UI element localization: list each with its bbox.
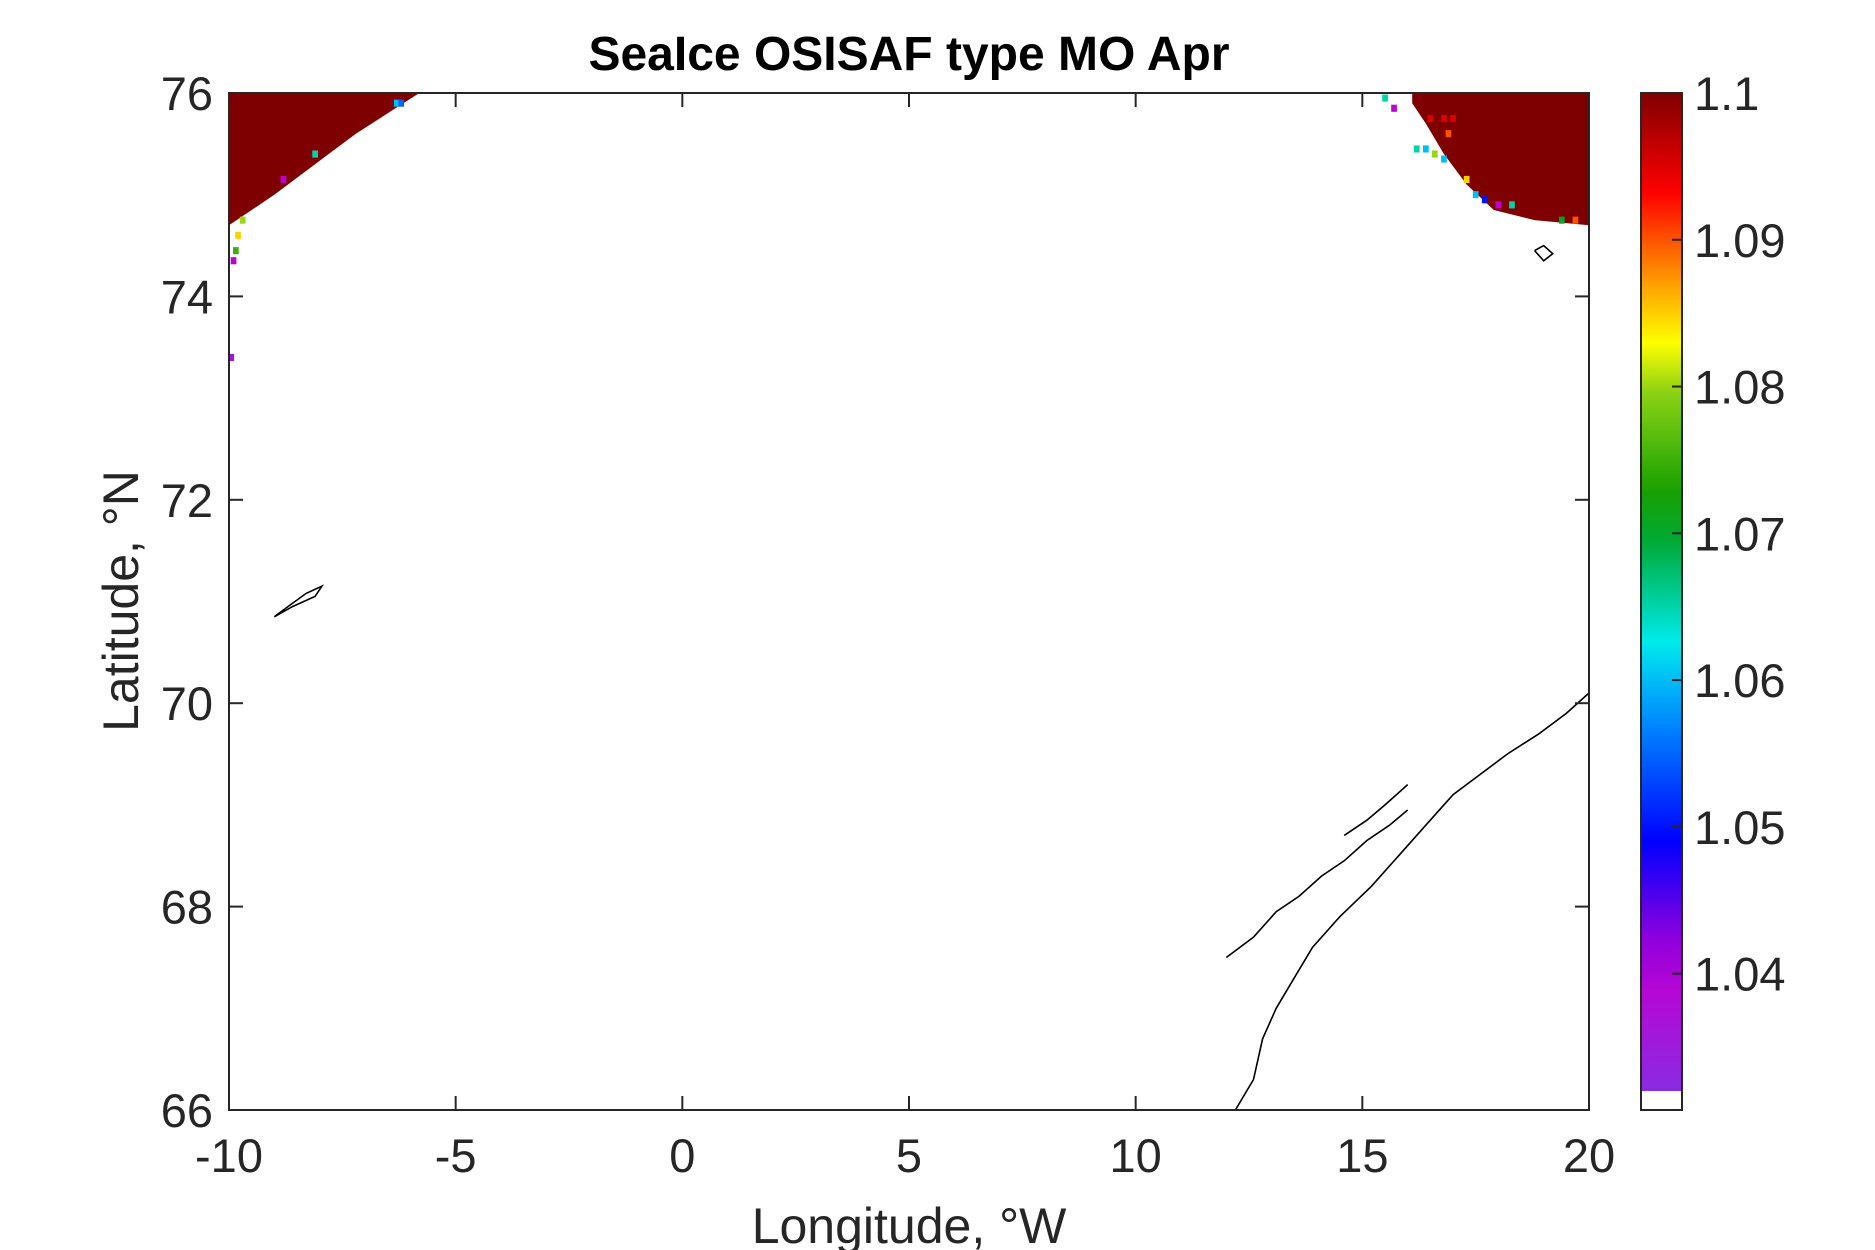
y-tick-label: 76 <box>161 67 213 120</box>
ice-cell <box>1413 145 1420 153</box>
y-tick-label: 66 <box>161 1084 213 1137</box>
ice-cell <box>1382 94 1388 102</box>
x-tick-label: 10 <box>1110 1129 1162 1182</box>
x-tick-label: 15 <box>1336 1129 1388 1182</box>
plot-area <box>229 93 1589 1110</box>
ice-region-1 <box>229 93 420 226</box>
colorbar-tick-label: 1.1 <box>1694 67 1759 120</box>
coastline-path <box>1234 692 1589 1110</box>
colorbar-tick-label: 1.05 <box>1694 801 1785 854</box>
y-axis-label: Latitude, °N <box>93 470 149 732</box>
colorbar-tick-label: 1.06 <box>1694 654 1785 707</box>
ice-cell <box>1559 216 1565 224</box>
y-axis-ticks: 66 68 70 72 74 76 <box>161 67 1589 1137</box>
ice-cell <box>235 231 241 239</box>
colorbar-ticks: 1.04 1.05 1.06 1.07 1.08 1.09 1.1 <box>1672 67 1785 1001</box>
x-axis-ticks: -10 -5 0 5 10 15 20 <box>195 93 1615 1182</box>
chart-title: SeaIce OSISAF type MO Apr <box>588 28 1229 81</box>
ice-cell <box>1481 196 1488 204</box>
ice-cell <box>229 353 235 361</box>
ice-cell <box>233 247 239 255</box>
coastline-path <box>1534 244 1554 262</box>
x-tick-label: -5 <box>435 1129 477 1182</box>
ice-cell <box>1450 114 1456 122</box>
ice-cell <box>280 175 287 183</box>
y-tick-label: 74 <box>161 270 213 323</box>
ice-cell <box>1441 155 1447 163</box>
colorbar-tick-label: 1.07 <box>1694 507 1785 560</box>
x-tick-label: -10 <box>195 1129 263 1182</box>
y-tick-label: 68 <box>161 881 213 934</box>
colorbar-tick-label: 1.08 <box>1694 361 1785 414</box>
colorbar-gradient <box>1641 93 1682 1091</box>
colorbar-below-range <box>1641 1091 1682 1110</box>
x-tick-label: 20 <box>1563 1129 1615 1182</box>
ice-cell <box>1445 130 1452 138</box>
ice-regions <box>229 93 1589 361</box>
colorbar-frame <box>1640 92 1683 1111</box>
ice-cell <box>312 150 318 158</box>
ice-cell <box>1432 150 1438 158</box>
ice-cell <box>239 216 246 224</box>
coastline-path <box>1343 784 1409 837</box>
coastlines <box>273 244 1589 1110</box>
x-tick-label: 5 <box>896 1129 922 1182</box>
y-tick-label: 72 <box>161 474 213 527</box>
ice-cell <box>1423 145 1429 153</box>
colorbar-tick-label: 1.09 <box>1694 214 1785 267</box>
ice-region-2 <box>1412 93 1589 226</box>
x-axis-label: Longitude, °W <box>752 1198 1067 1250</box>
ice-cell <box>1509 201 1515 209</box>
ice-cell <box>1572 216 1579 224</box>
ice-cell <box>393 99 400 107</box>
coastline-path <box>1225 809 1409 959</box>
colorbar: 1.04 1.05 1.06 1.07 1.08 1.09 1.1 <box>1640 67 1785 1111</box>
colorbar-tick-label: 1.04 <box>1694 948 1785 1001</box>
ice-cell <box>1495 201 1502 209</box>
ice-cell <box>1472 191 1479 199</box>
ice-cell <box>398 99 405 107</box>
ice-cell <box>1463 175 1470 183</box>
coastline-path <box>273 584 325 618</box>
ice-cell <box>1391 104 1397 112</box>
x-tick-label: 0 <box>669 1129 695 1182</box>
y-tick-label: 70 <box>161 677 213 730</box>
ice-cell <box>1441 114 1447 122</box>
ice-cell <box>230 257 237 265</box>
ice-cell <box>1427 114 1434 122</box>
